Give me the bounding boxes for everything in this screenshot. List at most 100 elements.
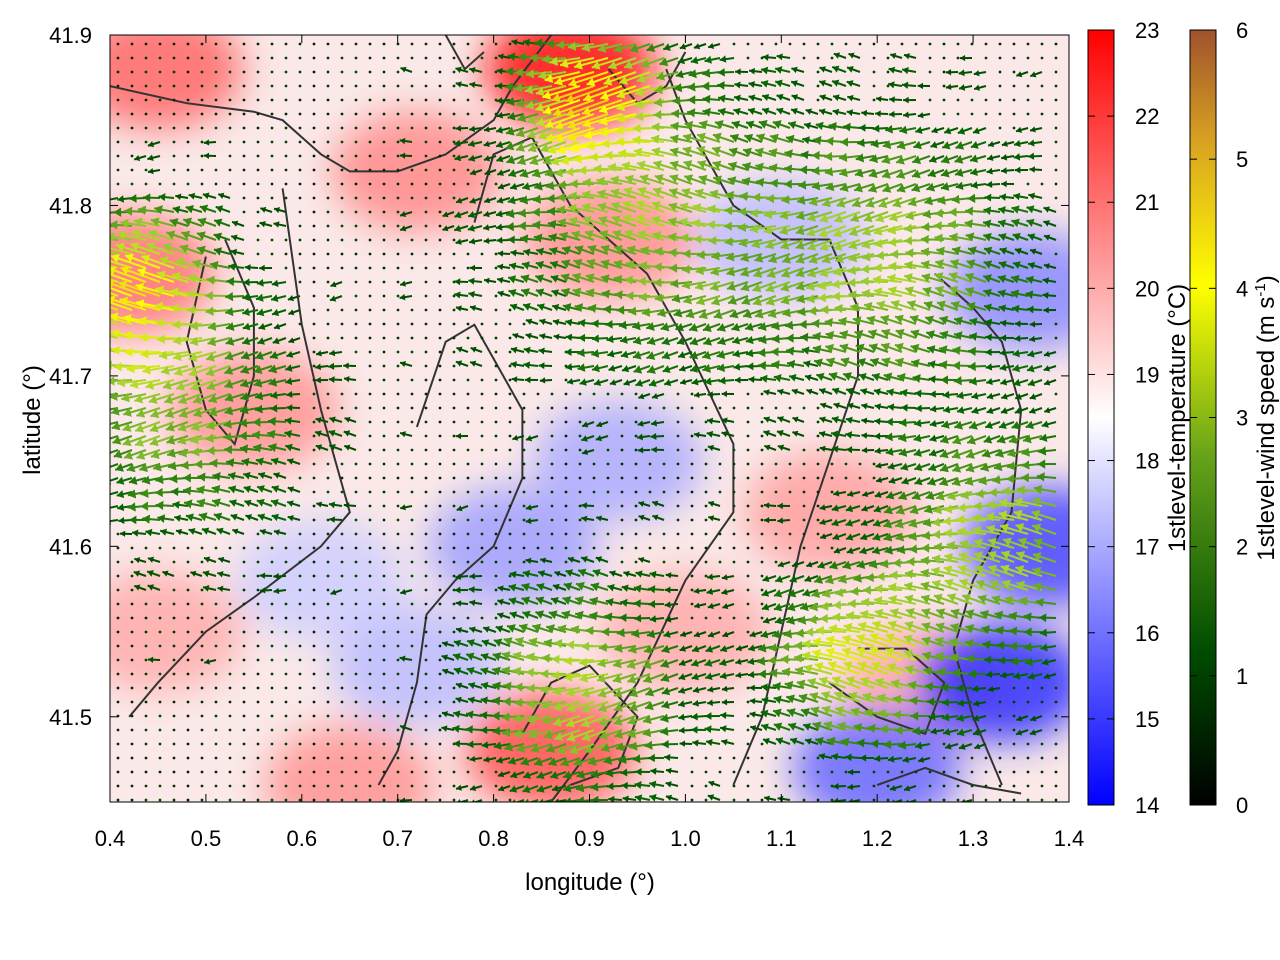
wind-vector <box>158 182 162 186</box>
wind-vector <box>564 392 568 396</box>
wind-vector <box>116 616 120 620</box>
wind-vector <box>200 714 204 718</box>
wind-vector <box>298 70 302 74</box>
wind-vector <box>984 42 988 46</box>
wind-vector <box>676 546 680 550</box>
wind-vector <box>816 784 820 788</box>
wind-vector <box>564 434 568 438</box>
wind-vector <box>186 42 190 46</box>
wind-vector <box>903 96 917 104</box>
wind-vector <box>902 111 917 119</box>
wind-vector <box>942 84 946 88</box>
wind-vector <box>186 658 190 662</box>
wind-vector <box>854 168 875 178</box>
wind-vector <box>200 56 204 60</box>
wind-vector <box>802 546 806 550</box>
wind-vector <box>200 98 204 102</box>
wind-vector <box>517 155 539 166</box>
wind-vector <box>616 85 651 99</box>
wind-vector <box>704 504 708 508</box>
wind-vector <box>284 700 288 704</box>
wind-vector <box>746 770 750 774</box>
wind-vector <box>830 42 834 46</box>
wind-vector <box>850 211 875 223</box>
wind-vector <box>790 80 805 87</box>
wind-vector <box>200 616 204 620</box>
wind-vector <box>438 756 442 760</box>
wind-vector <box>270 798 274 802</box>
wind-vector <box>687 95 707 105</box>
wind-vector <box>144 126 148 130</box>
wind-vector <box>1054 42 1058 46</box>
wind-vector <box>144 700 148 704</box>
wind-vector <box>438 280 442 284</box>
wind-vector <box>200 686 204 690</box>
wind-vector <box>1054 742 1058 746</box>
wind-vector <box>116 70 120 74</box>
wind-vector <box>1012 714 1016 718</box>
wind-vector <box>284 756 288 760</box>
wind-vector <box>144 182 148 186</box>
wind-vector <box>942 112 946 116</box>
wind-vector <box>186 140 190 144</box>
wind-vector <box>228 658 232 662</box>
wind-vector <box>200 784 204 788</box>
wind-vector <box>396 84 400 88</box>
wind-vector <box>172 42 176 46</box>
wind-vector <box>522 532 526 536</box>
wind-vector <box>564 490 568 494</box>
wind-vector <box>172 56 176 60</box>
wind-vector <box>144 140 148 144</box>
wind-vector <box>340 308 344 312</box>
wind-vector <box>903 53 917 60</box>
wind-vector <box>945 83 959 91</box>
wind-vector <box>368 56 372 60</box>
wind-vector <box>508 504 512 508</box>
wind-vector <box>312 518 316 522</box>
wind-vector <box>532 207 553 217</box>
wind-vector <box>340 252 344 256</box>
wind-vector <box>213 218 231 227</box>
wind-vector <box>452 406 456 410</box>
wind-vector <box>554 127 595 143</box>
wind-vector <box>954 168 973 178</box>
wind-vector <box>214 742 218 746</box>
wind-vector <box>620 434 624 438</box>
temperature-cell <box>744 452 915 573</box>
wind-vector <box>158 728 162 732</box>
wind-vector <box>340 658 344 662</box>
wind-vector <box>214 686 218 690</box>
wind-vector <box>200 588 204 592</box>
wind-vector <box>150 217 175 227</box>
wind-vector <box>185 204 203 214</box>
wind-vector <box>466 252 470 256</box>
wind-vector <box>536 546 540 550</box>
wind-vector <box>424 364 428 368</box>
wind-vector <box>466 112 470 116</box>
wind-vector <box>256 196 260 200</box>
wind-vector <box>662 560 666 564</box>
wind-vector <box>312 238 316 242</box>
wind-vector <box>676 420 680 424</box>
wind-vector <box>774 490 778 494</box>
wind-vector <box>704 55 721 64</box>
wind-vector <box>312 728 316 732</box>
wind-vector <box>634 406 638 410</box>
wind-vector <box>483 126 497 133</box>
wind-vector <box>410 56 414 60</box>
wind-vector <box>956 770 960 774</box>
wind-vector <box>399 137 413 145</box>
wind-vector <box>802 406 806 410</box>
wind-vector <box>760 434 764 438</box>
wind-vector <box>581 99 623 116</box>
wind-vector <box>494 42 498 46</box>
wind-vector <box>354 784 358 788</box>
wind-vector <box>522 420 526 424</box>
wind-vector <box>687 108 707 118</box>
wind-vector <box>508 322 512 326</box>
wind-vector <box>671 108 693 119</box>
wind-vector <box>242 56 246 60</box>
wind-vector <box>186 714 190 718</box>
wind-vector <box>760 574 764 578</box>
wind-vector <box>774 476 778 480</box>
